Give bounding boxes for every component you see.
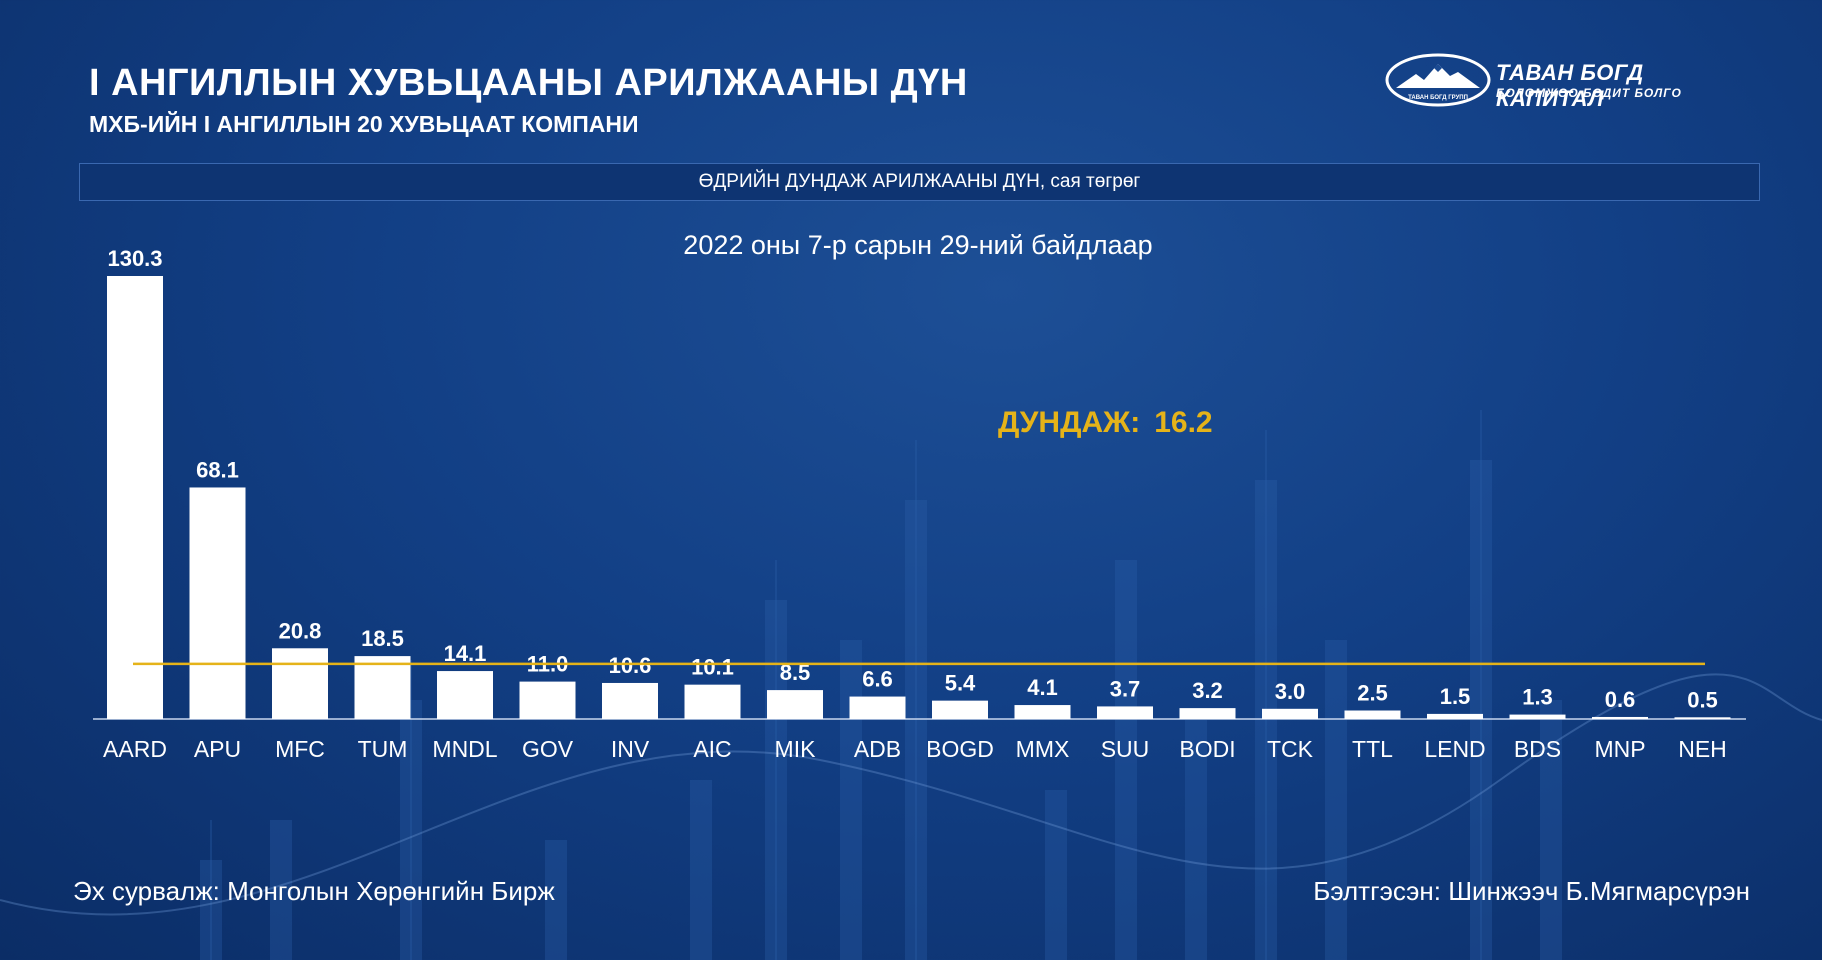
date-label: 2022 оны 7-р сарын 29-ний байдлаар <box>683 230 1153 260</box>
x-tick-label-adb: ADB <box>854 736 901 762</box>
logo-oval-text: ТАВАН БОГД ГРУПП <box>1408 95 1468 101</box>
page-subtitle: МХБ-ИЙН I АНГИЛЛЫН 20 ХУВЬЦААТ КОМПАНИ <box>89 111 639 137</box>
x-tick-label-neh: NEH <box>1678 736 1727 762</box>
average-label: ДУНДАЖ: <box>998 406 1140 439</box>
x-tick-label-bodi: BODI <box>1179 736 1235 762</box>
data-label-ttl: 2.5 <box>1357 681 1388 706</box>
data-label-tck: 3.0 <box>1275 679 1306 704</box>
data-label-adb: 6.6 <box>862 667 893 692</box>
logo-name: ТАВАН БОГД КАПИТАЛ <box>1496 60 1644 111</box>
data-label-mmx: 4.1 <box>1027 675 1058 700</box>
bar-gov <box>519 681 576 719</box>
x-tick-label-apu: APU <box>194 736 241 762</box>
logo-tagline: БОЛОМЖОО БОДИТ БОЛГО <box>1496 86 1682 100</box>
bar-bds <box>1509 714 1566 719</box>
page-title: I АНГИЛЛЫН ХУВЬЦААНЫ АРИЛЖААНЫ ДҮН <box>89 62 968 104</box>
average-value: 16.2 <box>1154 406 1212 439</box>
data-label-mfc: 20.8 <box>279 618 322 643</box>
average-annotation: ДУНДАЖ: 16.2 <box>998 406 1213 439</box>
data-label-tum: 18.5 <box>361 626 404 651</box>
bar-apu <box>189 487 246 719</box>
data-label-lend: 1.5 <box>1440 684 1471 709</box>
bar-mmx <box>1014 705 1071 719</box>
x-tick-label-aic: AIC <box>693 736 731 762</box>
x-tick-label-aard: AARD <box>103 736 167 762</box>
bar-aard <box>107 276 163 719</box>
data-label-aard: 130.3 <box>107 246 162 271</box>
data-label-bogd: 5.4 <box>945 671 976 696</box>
bar-tum <box>354 656 411 719</box>
data-label-bodi: 3.2 <box>1192 678 1223 703</box>
x-tick-label-bds: BDS <box>1514 736 1561 762</box>
x-tick-label-ttl: TTL <box>1352 736 1393 762</box>
x-tick-label-gov: GOV <box>522 736 574 762</box>
bar-mnp <box>1592 716 1648 719</box>
banner-text: ӨДРИЙН ДУНДАЖ АРИЛЖААНЫ ДҮН, сая төгрөг <box>698 171 1141 192</box>
bar-tck <box>1262 708 1318 719</box>
bar-mndl <box>437 671 493 719</box>
company-logo: ТАВАН БОГД ГРУПП ТАВАН БОГД КАПИТАЛ БОЛО… <box>1384 52 1746 111</box>
data-label-bds: 1.3 <box>1522 685 1553 710</box>
x-tick-label-inv: INV <box>611 736 650 762</box>
data-label-mnp: 0.6 <box>1605 687 1636 712</box>
data-label-suu: 3.7 <box>1110 676 1141 701</box>
bar-ttl <box>1344 710 1401 719</box>
bar-mik <box>767 690 823 719</box>
author-note: Бэлтгэсэн: Шинжээч Б.Мягмарсүрэн <box>1313 876 1750 906</box>
x-tick-label-mmx: MMX <box>1016 736 1070 762</box>
data-label-mndl: 14.1 <box>444 641 487 666</box>
x-tick-label-tck: TCK <box>1267 736 1314 762</box>
bar-neh <box>1674 717 1731 719</box>
x-tick-label-suu: SUU <box>1101 736 1150 762</box>
data-label-neh: 0.5 <box>1687 687 1718 712</box>
x-tick-label-tum: TUM <box>358 736 408 762</box>
bar-aic <box>684 684 741 719</box>
chart-banner: ӨДРИЙН ДУНДАЖ АРИЛЖААНЫ ДҮН, сая төгрөг <box>79 163 1760 201</box>
bar-bogd <box>932 700 988 719</box>
x-tick-label-mndl: MNDL <box>432 736 497 762</box>
x-tick-label-mnp: MNP <box>1594 736 1645 762</box>
data-label-apu: 68.1 <box>196 457 239 482</box>
mountain-logo-icon: ТАВАН БОГД ГРУПП <box>1385 53 1491 107</box>
x-tick-label-mik: MIK <box>775 736 817 762</box>
data-label-inv: 10.6 <box>609 653 652 678</box>
x-tick-label-bogd: BOGD <box>926 736 994 762</box>
x-tick-label-mfc: MFC <box>275 736 325 762</box>
source-note: Эх сурвалж: Монголын Хөрөнгийн Бирж <box>73 876 555 906</box>
bar-adb <box>849 696 906 719</box>
bar-bodi <box>1179 708 1236 719</box>
bar-suu <box>1097 706 1153 719</box>
bar-lend <box>1427 713 1483 719</box>
bar-mfc <box>272 648 328 719</box>
bar-inv <box>602 682 658 719</box>
x-tick-label-lend: LEND <box>1424 736 1485 762</box>
data-label-aic: 10.1 <box>691 655 734 680</box>
